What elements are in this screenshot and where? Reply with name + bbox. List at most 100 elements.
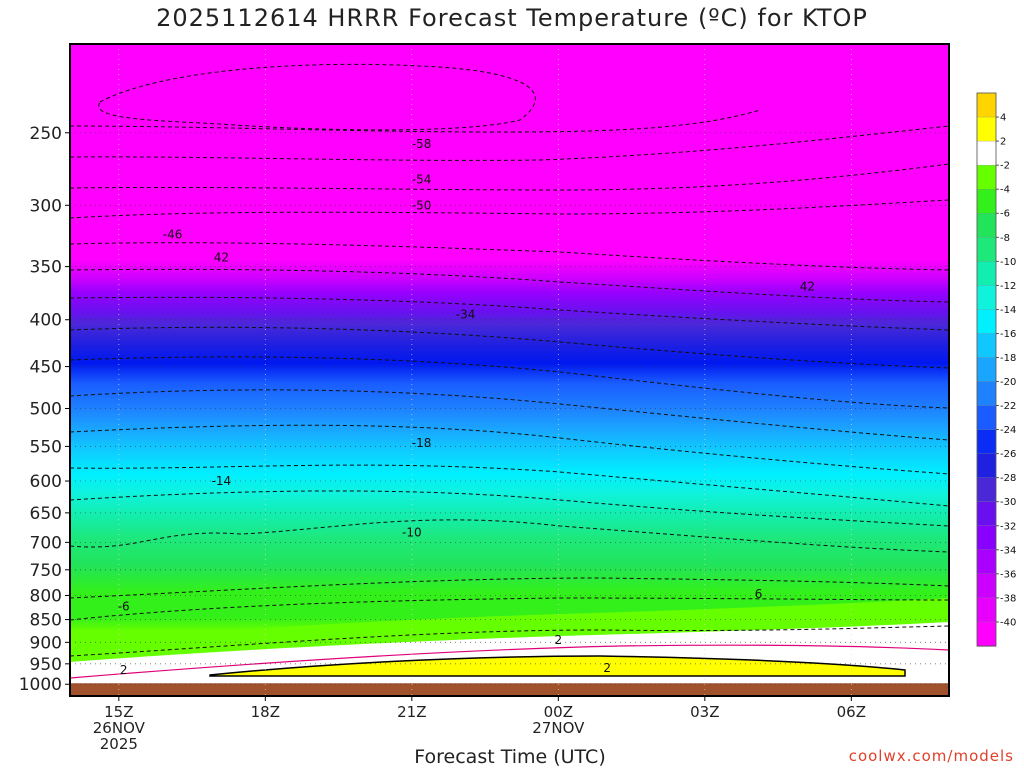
chart-title: 2025112614 HRRR Forecast Temperature (ºC… bbox=[156, 4, 868, 32]
credit-text: coolwx.com/models bbox=[848, 747, 1014, 765]
y-tick-label-1000: 1000 bbox=[19, 675, 62, 695]
contour-label-3: -46 bbox=[163, 228, 183, 242]
y-tick-label-750: 750 bbox=[30, 561, 62, 581]
colorbar-swatch-18 bbox=[976, 525, 997, 551]
grid-lines bbox=[70, 44, 949, 696]
colorbar-swatch-9 bbox=[976, 309, 997, 335]
colorbar-label-16: -30 bbox=[1000, 497, 1016, 508]
colorbar-label-1: 2 bbox=[1000, 137, 1006, 148]
colorbar-label-15: -28 bbox=[1000, 473, 1016, 484]
colorbar-label-10: -18 bbox=[1000, 353, 1016, 364]
colorbar-label-7: -12 bbox=[1000, 281, 1016, 292]
temperature-gradient bbox=[70, 44, 949, 696]
contour-label-8: -14 bbox=[212, 474, 232, 488]
colorbar-label-17: -32 bbox=[1000, 521, 1016, 532]
isotherm-4 bbox=[70, 199, 949, 219]
colorbar-swatch-19 bbox=[976, 549, 997, 575]
colorbar-label-19: -36 bbox=[1000, 569, 1016, 580]
colorbar-label-21: -40 bbox=[1000, 617, 1016, 628]
isotherm-5 bbox=[70, 242, 949, 271]
contour-label-14: 2 bbox=[120, 663, 128, 677]
colorbar-label-0: 4 bbox=[1000, 113, 1006, 124]
colorbar-label-14: -26 bbox=[1000, 449, 1016, 460]
green-layer bbox=[70, 598, 949, 662]
colorbar-swatch-5 bbox=[976, 213, 997, 238]
colorbar-swatch-0 bbox=[976, 92, 997, 118]
y-tick-label-450: 450 bbox=[30, 358, 62, 378]
contour-labels: -58 -54 -50 -46 42 42 -34 -18 -14 -10 6 -6 2 2 2 bbox=[118, 137, 815, 677]
isotherm-1 bbox=[70, 109, 761, 133]
colorbar-label-12: -22 bbox=[1000, 401, 1016, 412]
isotherm-11 bbox=[70, 424, 949, 475]
contour-label-13: 2 bbox=[603, 661, 611, 675]
colorbar-label-11: -20 bbox=[1000, 377, 1016, 388]
isotherm-2 bbox=[70, 125, 949, 161]
x-tick-label-18Z: 18Z bbox=[251, 703, 280, 721]
isotherm-9 bbox=[70, 356, 949, 409]
freezing-line bbox=[70, 644, 949, 679]
warm-yellow-layer bbox=[209, 655, 906, 677]
y-axis: 2503003504004505005506006507007508008509… bbox=[19, 124, 70, 695]
contour-label-4: 42 bbox=[214, 250, 229, 264]
y-tick-label-950: 950 bbox=[30, 655, 62, 675]
isotherm-8 bbox=[70, 326, 949, 369]
x-tick-year-2025: 2025 bbox=[100, 735, 138, 753]
colorbar-frame bbox=[976, 92, 997, 647]
y-tick-label-600: 600 bbox=[30, 472, 62, 492]
colorbar-label-6: -10 bbox=[1000, 257, 1016, 268]
isotherm-15 bbox=[70, 577, 949, 599]
x-tick-date-26NOV: 26NOV bbox=[93, 719, 146, 737]
colorbar-swatch-12 bbox=[976, 381, 997, 407]
temperature-field bbox=[70, 44, 949, 696]
colorbar-swatch-7 bbox=[976, 261, 997, 286]
x-tick-label-15Z: 15Z bbox=[104, 703, 133, 721]
colorbar-swatch-15 bbox=[976, 453, 997, 479]
isotherm-3 bbox=[70, 163, 949, 191]
x-tick-date-27NOV: 27NOV bbox=[532, 719, 585, 737]
colorbar-swatch-14 bbox=[976, 429, 997, 455]
colorbar-label-9: -16 bbox=[1000, 329, 1016, 340]
ground-surface bbox=[70, 683, 949, 696]
y-tick-label-850: 850 bbox=[30, 611, 62, 631]
colorbar-swatch-4 bbox=[976, 189, 997, 214]
colorbar-swatch-3 bbox=[976, 164, 997, 190]
contour-label-7: -18 bbox=[412, 436, 432, 450]
colorbar-swatch-20 bbox=[976, 573, 997, 599]
colorbar-swatch-21 bbox=[976, 597, 997, 623]
x-tick-label-03Z: 03Z bbox=[690, 703, 719, 721]
contour-label-12: 2 bbox=[555, 633, 563, 647]
contour-label-6: -34 bbox=[456, 308, 476, 322]
colorbar-swatch-10 bbox=[976, 333, 997, 359]
x-axis-title: Forecast Time (UTC) bbox=[414, 746, 606, 768]
y-tick-label-250: 250 bbox=[30, 124, 62, 144]
isotherm-0 bbox=[98, 63, 536, 131]
colorbar-label-13: -24 bbox=[1000, 425, 1016, 436]
contour-label-10: 6 bbox=[755, 587, 763, 601]
contour-label-1: -54 bbox=[412, 172, 432, 186]
colorbar-swatch-13 bbox=[976, 405, 997, 431]
colorbar-swatch-2 bbox=[976, 140, 997, 166]
colorbar-swatch-22 bbox=[976, 621, 997, 647]
colorbar-label-3: -4 bbox=[1000, 185, 1010, 196]
colorbar-label-4: -6 bbox=[1000, 209, 1010, 220]
colorbar-swatch-11 bbox=[976, 357, 997, 383]
y-tick-label-550: 550 bbox=[30, 437, 62, 457]
contour-label-0: -58 bbox=[412, 137, 432, 151]
colorbar-legend: 4 2 -2 -4 -6 -8 -10 -12 -14 -16 -18 -20 -22 -24 -26 -28… bbox=[976, 92, 1016, 647]
x-tick-label-06Z: 06Z bbox=[837, 703, 866, 721]
y-tick-label-300: 300 bbox=[30, 196, 62, 216]
contour-label-11: -6 bbox=[118, 600, 130, 614]
colorbar-swatch-6 bbox=[976, 237, 997, 262]
plot-frame bbox=[69, 43, 950, 697]
colorbar-swatch-1 bbox=[976, 116, 997, 142]
isotherm-13 bbox=[70, 490, 949, 527]
colorbar-label-8: -14 bbox=[1000, 305, 1016, 316]
x-tick-label-21Z: 21Z bbox=[397, 703, 426, 721]
isotherm-contours bbox=[70, 63, 949, 657]
isotherm-16 bbox=[70, 597, 949, 621]
isotherm-14 bbox=[70, 519, 949, 553]
y-tick-label-900: 900 bbox=[30, 633, 62, 653]
y-tick-label-650: 650 bbox=[30, 504, 62, 524]
